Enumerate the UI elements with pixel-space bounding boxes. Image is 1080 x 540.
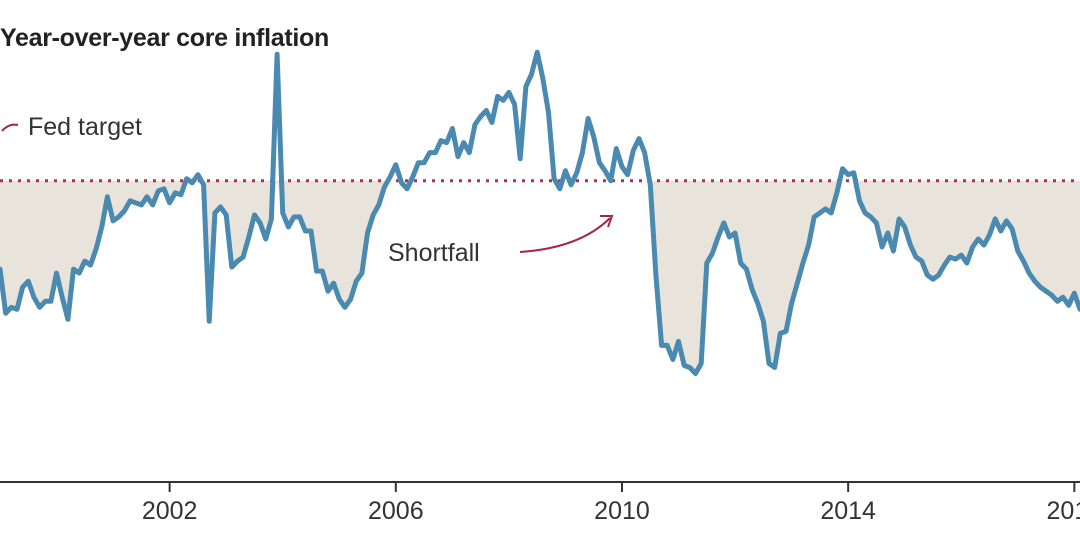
fed-target-label: Fed target [28,113,142,141]
inflation-series-line [0,49,1080,376]
x-tick-label-2018: 2018 [1047,497,1080,525]
shortfall-area [0,180,1080,374]
x-tick-label-2002: 2002 [142,497,198,525]
shortfall-arrowhead-icon [600,215,614,228]
x-tick-label-2006: 2006 [368,497,424,525]
x-tick-label-2014: 2014 [820,497,876,525]
shortfall-label: Shortfall [388,239,480,267]
x-tick-label-2010: 2010 [594,497,650,525]
chart-title: Year-over-year core inflation [0,24,329,52]
shortfall-arrow [519,217,611,253]
x-axis-ticks: 2002 2006 2010 2014 2018 [142,482,1080,525]
fed-target-annotation-curve [1,123,19,132]
